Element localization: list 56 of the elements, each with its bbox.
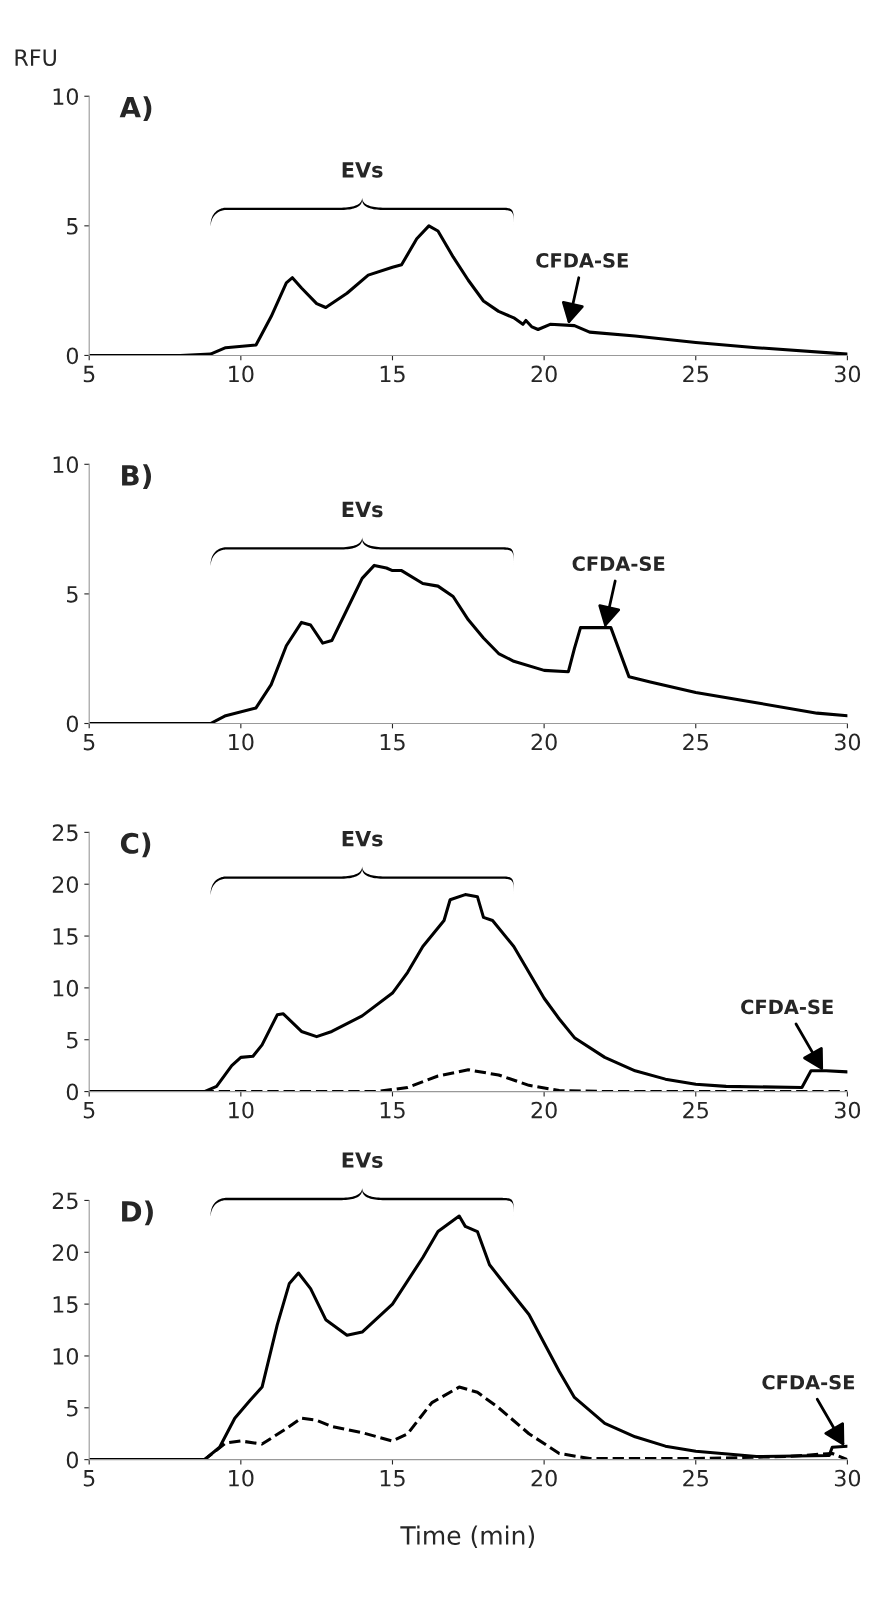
x-axis-title: Time (min): [400, 1525, 535, 1548]
y-tick-label: 5: [67, 1400, 78, 1417]
x-tick-label: 10: [229, 1469, 254, 1487]
x-tick-label: 15: [380, 733, 405, 751]
y-tick-label: 0: [66, 715, 78, 733]
x-tick-label: 20: [531, 365, 557, 383]
x-tick-label: 25: [683, 1469, 708, 1487]
y-tick-label: 10: [53, 979, 78, 997]
y-tick-label: 25: [52, 1192, 78, 1210]
y-tick-label: 5: [67, 1031, 78, 1049]
annotation: CFDA-SE: [762, 1374, 855, 1390]
chart-title: B): [122, 464, 152, 490]
x-tick-label: 30: [834, 1101, 861, 1119]
x-tick-label: 25: [683, 733, 708, 751]
x-tick-label: 20: [531, 1469, 557, 1487]
x-tick-label: 20: [531, 733, 557, 751]
y-tick-label: 0: [66, 1083, 78, 1101]
x-tick-label: 25: [683, 1101, 708, 1119]
annotation: CFDA-SE: [572, 556, 665, 572]
y-tick-label: 0: [66, 1451, 78, 1469]
y-axis-title: RFU: [15, 49, 56, 67]
y-tick-label: 5: [67, 586, 78, 603]
annotation: EVs: [342, 830, 383, 847]
x-tick-label: 5: [83, 1101, 95, 1119]
y-tick-label: 10: [53, 88, 78, 105]
x-tick-label: 30: [834, 733, 861, 751]
y-tick-label: 20: [52, 876, 78, 893]
x-tick-label: 25: [683, 365, 708, 383]
chart-title: A): [119, 96, 152, 122]
x-tick-label: 5: [83, 1470, 95, 1487]
text: EVs: [342, 1152, 383, 1168]
annotation: CFDA-SE: [536, 253, 628, 268]
x-tick-label: 10: [229, 1101, 254, 1119]
chart-title: D): [122, 1200, 153, 1226]
y-tick-label: 15: [53, 1296, 78, 1313]
y-tick-label: 15: [53, 928, 78, 945]
y-tick-label: 10: [53, 456, 78, 474]
x-tick-label: 20: [531, 1101, 557, 1119]
y-tick-label: 5: [67, 218, 78, 235]
x-tick-label: 15: [380, 1101, 405, 1119]
annotation: CFDA-SE: [741, 999, 833, 1015]
x-tick-label: 10: [229, 365, 254, 383]
x-tick-label: 10: [229, 733, 254, 751]
y-tick-label: 20: [52, 1244, 78, 1262]
x-tick-label: 15: [380, 1470, 405, 1487]
y-tick-label: 25: [52, 824, 78, 842]
annotation: EVs: [342, 501, 383, 518]
chart-title: C): [120, 832, 151, 858]
y-tick-label: 0: [66, 347, 78, 365]
x-tick-label: 5: [83, 365, 95, 383]
annotation: EVs: [342, 162, 383, 178]
y-tick-label: 10: [53, 1347, 78, 1365]
x-tick-label: 30: [834, 1469, 861, 1487]
x-tick-label: 5: [83, 733, 95, 751]
x-tick-label: 15: [380, 365, 405, 383]
x-tick-label: 30: [834, 365, 861, 383]
